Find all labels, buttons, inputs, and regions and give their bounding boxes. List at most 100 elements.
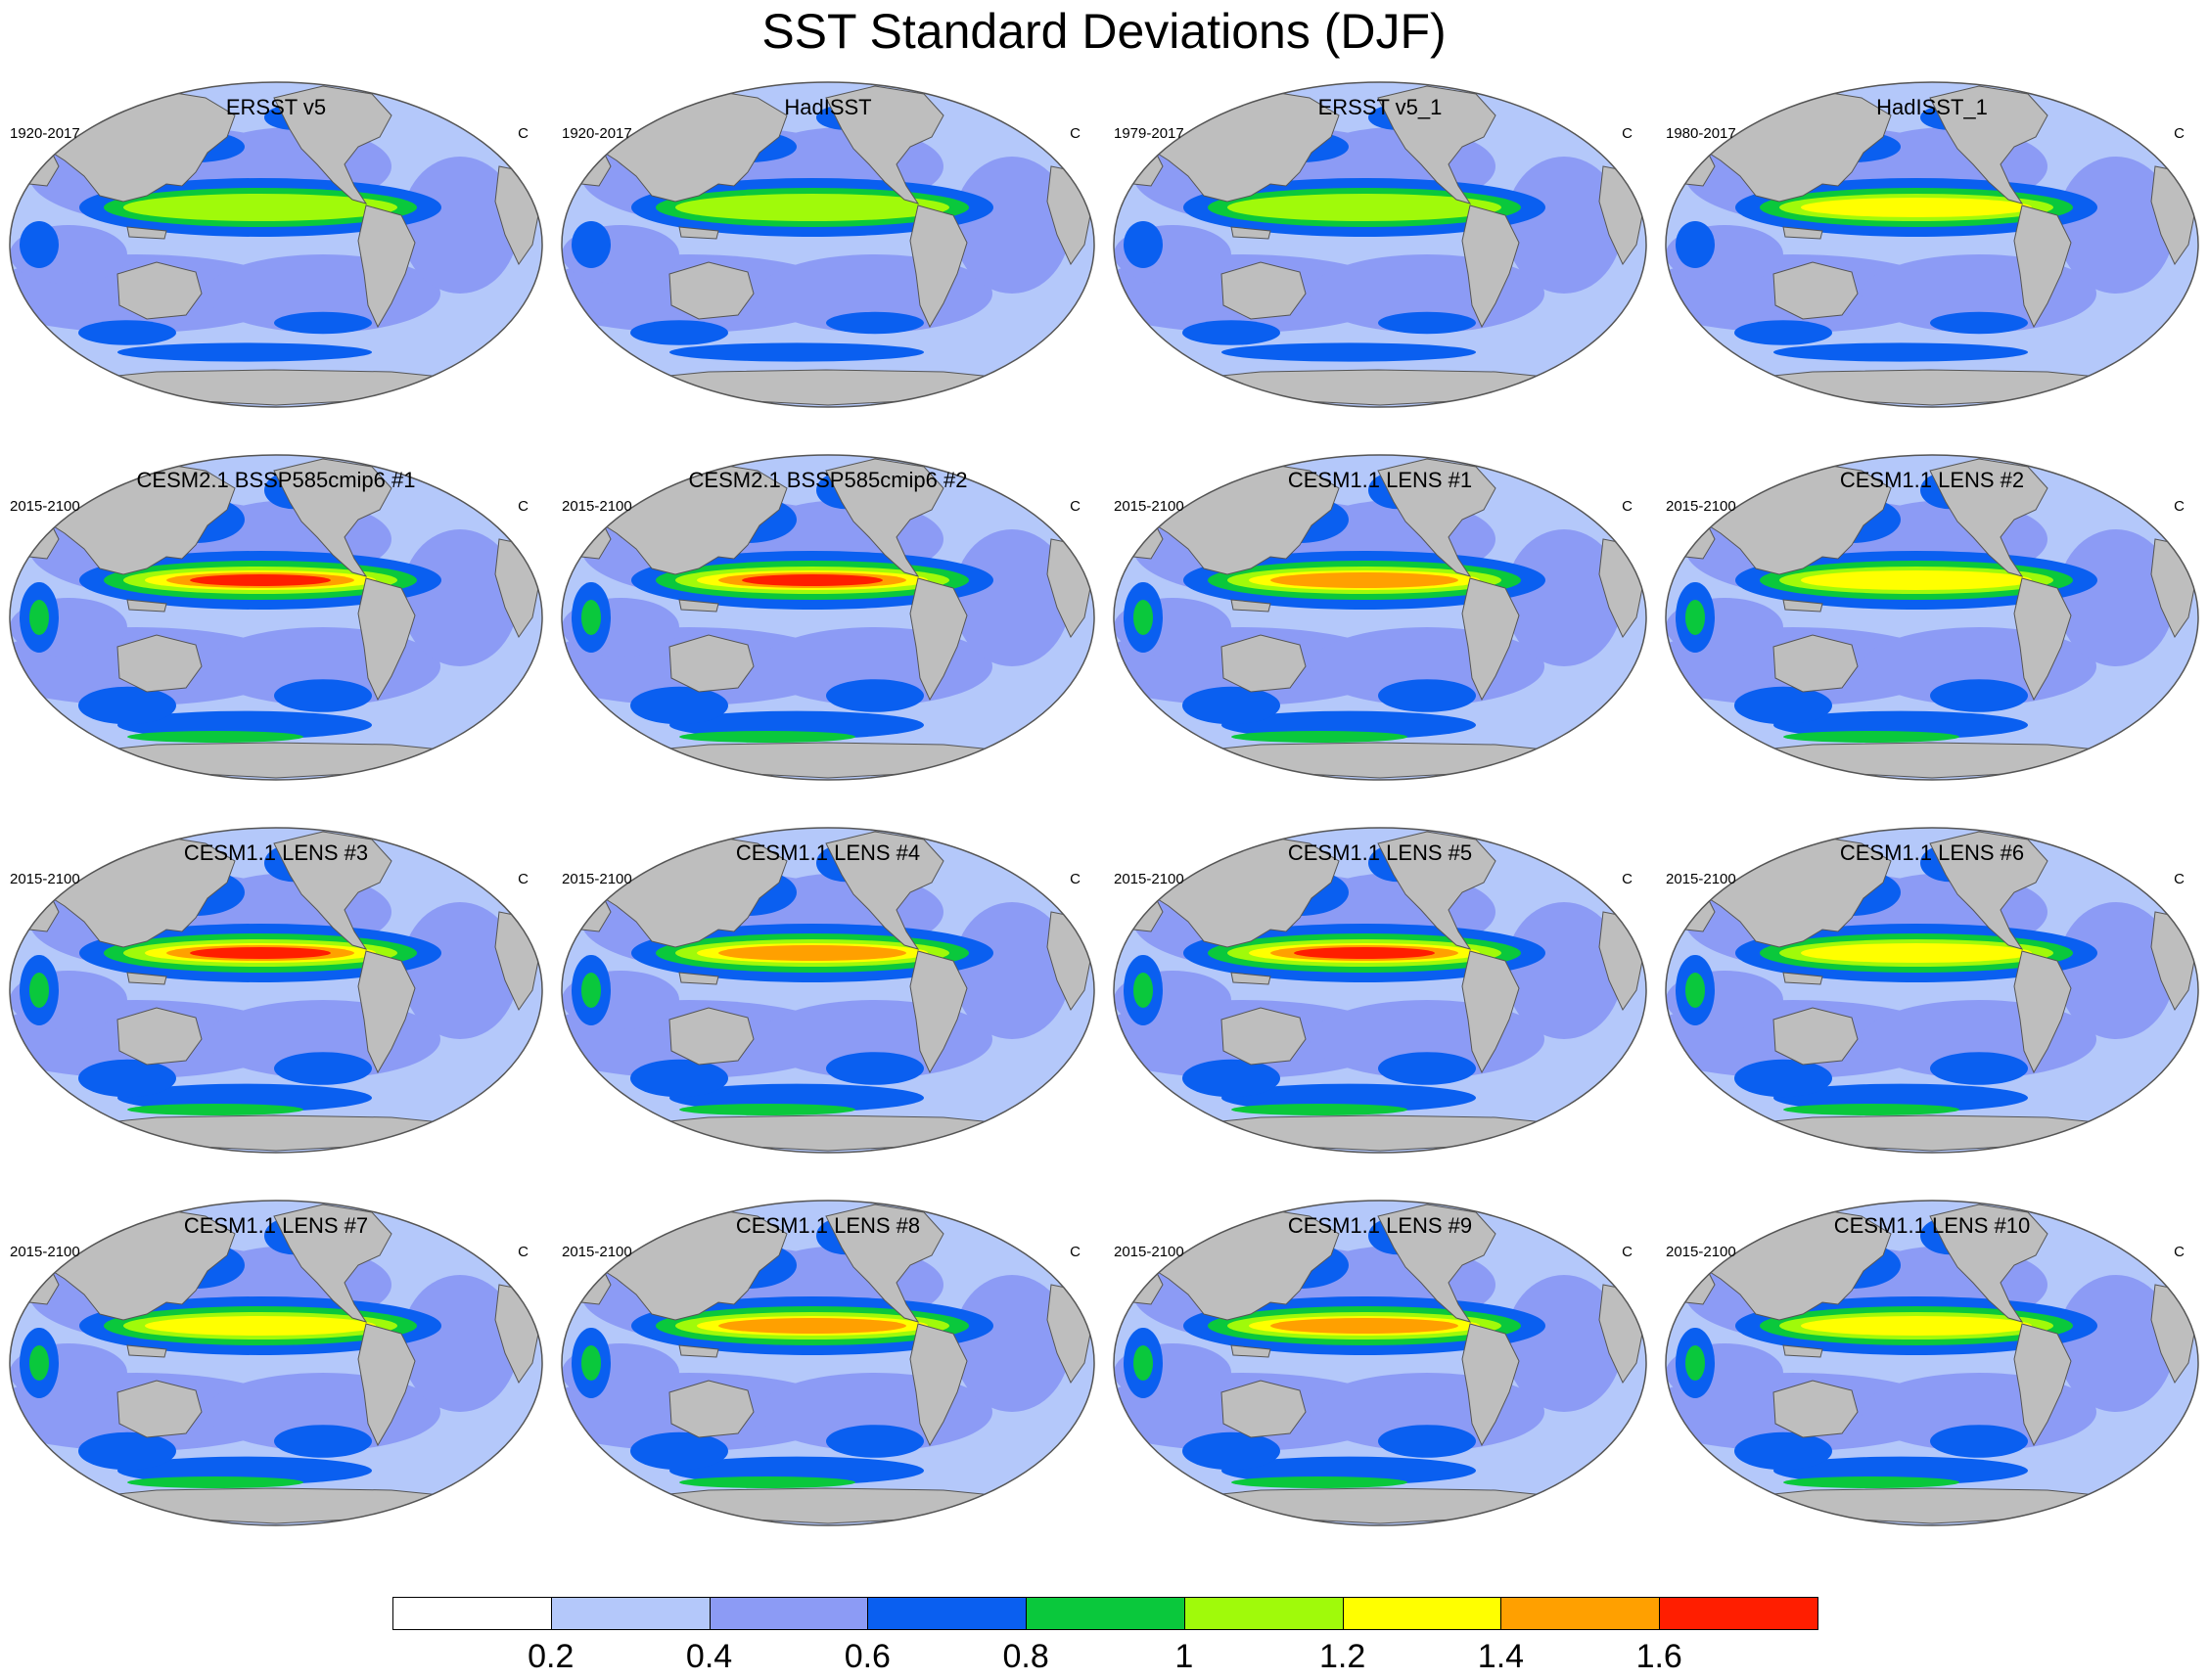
land-mass xyxy=(1772,1380,1859,1438)
land-mass xyxy=(1230,1344,1271,1358)
map-border xyxy=(1665,1200,2199,1526)
sst-field xyxy=(1114,1201,1646,1525)
land-mass xyxy=(1772,634,1859,693)
map-svg xyxy=(9,1200,543,1526)
colorbar-tick-label: 1 xyxy=(1174,1638,1194,1675)
land-mass xyxy=(116,1007,203,1066)
sst-field xyxy=(1114,82,1646,407)
land-mass xyxy=(1929,85,2048,204)
panel-period: 2015-2100 xyxy=(562,498,632,515)
enso-band xyxy=(718,1318,906,1334)
land-mass xyxy=(273,458,392,577)
sst-field xyxy=(1666,828,2198,1153)
map-panel: ERSST v5 1920-2017 C xyxy=(0,0,552,408)
sst-field xyxy=(1666,82,2198,407)
land-mass xyxy=(2013,1323,2072,1447)
land-mass xyxy=(1782,972,1823,985)
land-mass xyxy=(1220,634,1307,693)
map-svg xyxy=(1113,454,1647,781)
map-border xyxy=(1665,454,2199,781)
sst-field xyxy=(1114,828,1646,1153)
map-border xyxy=(1665,827,2199,1154)
map-border xyxy=(9,827,543,1154)
land-mass xyxy=(909,577,968,702)
panel-units: C xyxy=(518,125,529,142)
map-panel: CESM1.1 LENS #8 2015-2100 C xyxy=(552,1118,1104,1526)
colorbar-tick-label: 0.8 xyxy=(1002,1638,1049,1675)
sst-field xyxy=(562,82,1094,407)
map-svg xyxy=(561,827,1095,1154)
land-mass xyxy=(273,1203,392,1323)
map-panel: CESM1.1 LENS #4 2015-2100 C xyxy=(552,746,1104,1154)
land-mass xyxy=(1461,950,1520,1074)
enso-band xyxy=(1270,572,1458,588)
map-svg xyxy=(1665,827,2199,1154)
panel-period: 2015-2100 xyxy=(10,498,80,515)
enso-band xyxy=(1801,198,2032,217)
map-svg xyxy=(561,454,1095,781)
map-border xyxy=(9,1200,543,1526)
enso-band xyxy=(1227,194,1501,221)
land-mass xyxy=(357,950,416,1074)
enso-band xyxy=(145,1316,376,1336)
land-mass xyxy=(1377,831,1496,950)
land-mass xyxy=(1713,1487,2147,1524)
panel-title: CESM1.1 LENS #10 xyxy=(1833,1213,2031,1238)
land-mass xyxy=(825,458,944,577)
map-panel: CESM2.1 BSSP585cmip6 #2 2015-2100 C xyxy=(552,373,1104,781)
panel-title: ERSST v5 xyxy=(225,95,327,119)
land-mass xyxy=(1772,261,1859,320)
colorbar xyxy=(392,1597,1818,1636)
panel-title: CESM1.1 LENS #4 xyxy=(735,840,921,865)
map-svg xyxy=(561,1200,1095,1526)
land-mass xyxy=(2013,204,2072,329)
panel-title: HadISST_1 xyxy=(1876,95,1988,119)
sst-field xyxy=(10,828,542,1153)
land-mass xyxy=(2013,577,2072,702)
sst-field xyxy=(10,455,542,780)
map-border xyxy=(1665,81,2199,408)
panel-units: C xyxy=(1070,871,1081,887)
panel-units: C xyxy=(1622,125,1633,142)
land-mass xyxy=(678,1344,719,1358)
colorbar-tick-label: 1.4 xyxy=(1477,1638,1525,1675)
enso-band xyxy=(1801,1316,2032,1336)
panel-title: CESM2.1 BSSP585cmip6 #2 xyxy=(688,468,968,492)
land-mass xyxy=(668,1007,755,1066)
colorbar-swatch xyxy=(1342,1597,1502,1630)
land-mass xyxy=(678,972,719,985)
land-mass xyxy=(678,226,719,240)
land-mass xyxy=(2013,950,2072,1074)
land-mass xyxy=(1377,85,1496,204)
map-panel: ERSST v5_1 1979-2017 C xyxy=(1104,0,1656,408)
map-svg xyxy=(1113,1200,1647,1526)
panel-period: 2015-2100 xyxy=(1114,871,1184,887)
colorbar-tick-label: 0.4 xyxy=(685,1638,733,1675)
map-panel: CESM1.1 LENS #1 2015-2100 C xyxy=(1104,373,1656,781)
panel-units: C xyxy=(1070,498,1081,515)
enso-band xyxy=(123,194,397,221)
sst-field xyxy=(1666,1201,2198,1525)
land-mass xyxy=(1461,577,1520,702)
land-mass xyxy=(126,599,167,613)
colorbar-tick-label: 0.6 xyxy=(844,1638,891,1675)
map-border xyxy=(1113,81,1647,408)
colorbar-tick-label: 1.6 xyxy=(1635,1638,1682,1675)
land-mass xyxy=(116,634,203,693)
map-border xyxy=(561,1200,1095,1526)
panel-units: C xyxy=(1622,498,1633,515)
enso-band xyxy=(190,574,331,586)
map-svg xyxy=(1113,827,1647,1154)
land-mass xyxy=(1772,1007,1859,1066)
panel-period: 2015-2100 xyxy=(562,871,632,887)
colorbar-swatch xyxy=(1659,1597,1818,1630)
land-mass xyxy=(609,1487,1043,1524)
land-mass xyxy=(126,972,167,985)
land-mass xyxy=(909,950,968,1074)
panel-title: CESM1.1 LENS #3 xyxy=(183,840,369,865)
panel-title: ERSST v5_1 xyxy=(1317,95,1443,119)
land-mass xyxy=(825,1203,944,1323)
panel-units: C xyxy=(518,871,529,887)
panel-title: CESM2.1 BSSP585cmip6 #1 xyxy=(136,468,416,492)
map-border xyxy=(1113,454,1647,781)
